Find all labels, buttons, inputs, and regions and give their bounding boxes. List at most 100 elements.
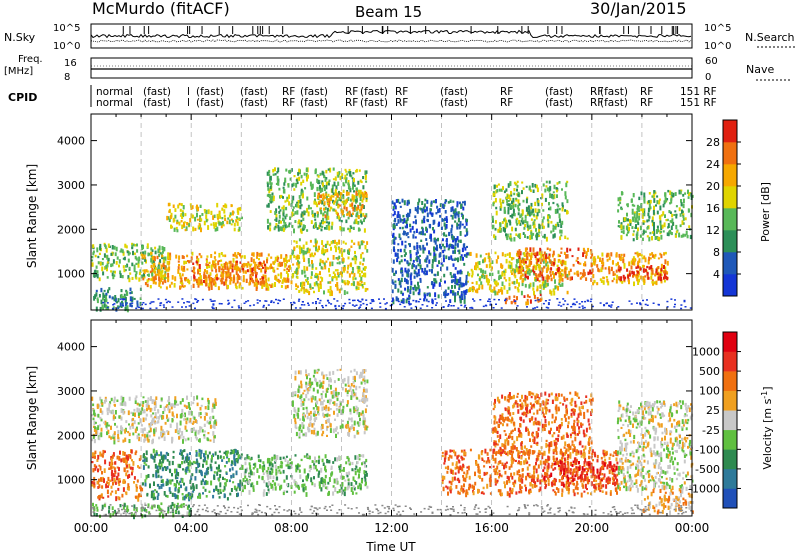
data-cell — [186, 222, 189, 226]
data-cell — [403, 248, 406, 253]
data-cell — [616, 274, 619, 279]
data-cell — [266, 183, 269, 188]
data-cell — [364, 266, 367, 269]
data-cell — [661, 224, 664, 229]
data-cell — [93, 455, 96, 459]
data-cell — [261, 262, 264, 265]
data-cell — [501, 252, 504, 257]
data-cell — [300, 174, 303, 179]
data-cell — [412, 234, 415, 239]
data-cell — [558, 208, 561, 211]
data-cell — [333, 298, 336, 300]
data-cell — [214, 461, 217, 464]
data-cell — [188, 305, 191, 307]
data-cell — [178, 255, 181, 260]
data-cell — [259, 278, 262, 281]
data-cell — [311, 302, 314, 304]
data-cell — [123, 467, 126, 473]
data-cell — [102, 496, 105, 499]
data-cell — [564, 260, 567, 266]
data-cell — [674, 192, 677, 196]
data-cell — [228, 479, 231, 483]
data-cell — [465, 228, 468, 233]
data-cell — [308, 264, 311, 267]
data-cell — [213, 488, 215, 493]
data-cell — [638, 252, 641, 256]
data-cell — [348, 212, 351, 216]
data-cell — [335, 247, 337, 253]
data-cell — [341, 469, 344, 472]
data-cell — [392, 234, 394, 238]
cpid-row-1: normal (fast) l (fast) (fast) RF (fast) RF (fast… — [96, 86, 717, 98]
data-cell — [233, 454, 236, 460]
data-cell — [231, 467, 234, 471]
data-cell — [619, 256, 622, 262]
data-cell — [181, 216, 184, 220]
data-cell — [122, 251, 125, 256]
data-cell — [229, 279, 232, 285]
data-cell — [105, 264, 108, 269]
data-cell — [95, 289, 98, 293]
data-cell — [675, 224, 678, 230]
data-cell — [197, 495, 199, 499]
data-cell — [579, 277, 582, 280]
data-cell — [125, 472, 128, 477]
data-cell — [592, 262, 595, 265]
data-cell — [357, 286, 360, 290]
data-cell — [441, 238, 444, 242]
data-cell — [118, 264, 120, 268]
data-cell — [417, 281, 419, 286]
data-cell — [254, 270, 257, 274]
data-cell — [332, 240, 335, 244]
data-cell — [277, 466, 280, 469]
data-cell — [497, 282, 499, 286]
data-cell — [199, 457, 202, 460]
data-cell — [408, 294, 411, 298]
data-cell — [295, 288, 298, 290]
data-cell — [538, 234, 541, 237]
data-cell — [529, 225, 532, 229]
data-cell — [353, 221, 356, 225]
data-cell — [371, 300, 374, 303]
data-cell — [297, 225, 300, 229]
data-cell — [154, 281, 157, 285]
data-cell — [168, 487, 171, 492]
data-cell — [155, 450, 158, 454]
data-cell — [497, 255, 500, 260]
data-cell — [238, 226, 241, 232]
data-cell — [293, 175, 296, 178]
data-cell — [412, 291, 415, 296]
data-cell — [125, 302, 128, 305]
data-cell — [256, 255, 258, 259]
data-cell — [400, 277, 403, 283]
data-cell — [193, 279, 196, 282]
data-cell — [348, 168, 351, 172]
data-cell — [263, 466, 266, 471]
data-cell — [348, 228, 351, 233]
data-cell — [393, 272, 396, 276]
data-cell — [105, 305, 108, 311]
data-cell — [542, 235, 545, 238]
data-cell — [326, 248, 329, 253]
data-cell — [428, 250, 431, 255]
data-cell — [439, 278, 442, 282]
data-cell — [284, 259, 287, 262]
data-cell — [103, 289, 106, 292]
data-cell — [451, 215, 454, 220]
data-cell — [689, 192, 692, 195]
data-cell — [134, 495, 137, 498]
data-cell — [98, 484, 101, 489]
data-cell — [238, 267, 241, 272]
data-cell — [198, 227, 201, 230]
data-cell — [240, 453, 243, 456]
data-cell — [249, 278, 252, 283]
data-cell — [403, 306, 406, 308]
data-cell — [325, 225, 328, 230]
data-cell — [347, 482, 350, 487]
data-cell — [205, 263, 208, 266]
data-cell — [359, 261, 362, 265]
data-cell — [448, 256, 450, 261]
data-cell — [591, 305, 594, 308]
data-cell — [536, 287, 539, 291]
data-cell — [106, 481, 109, 484]
